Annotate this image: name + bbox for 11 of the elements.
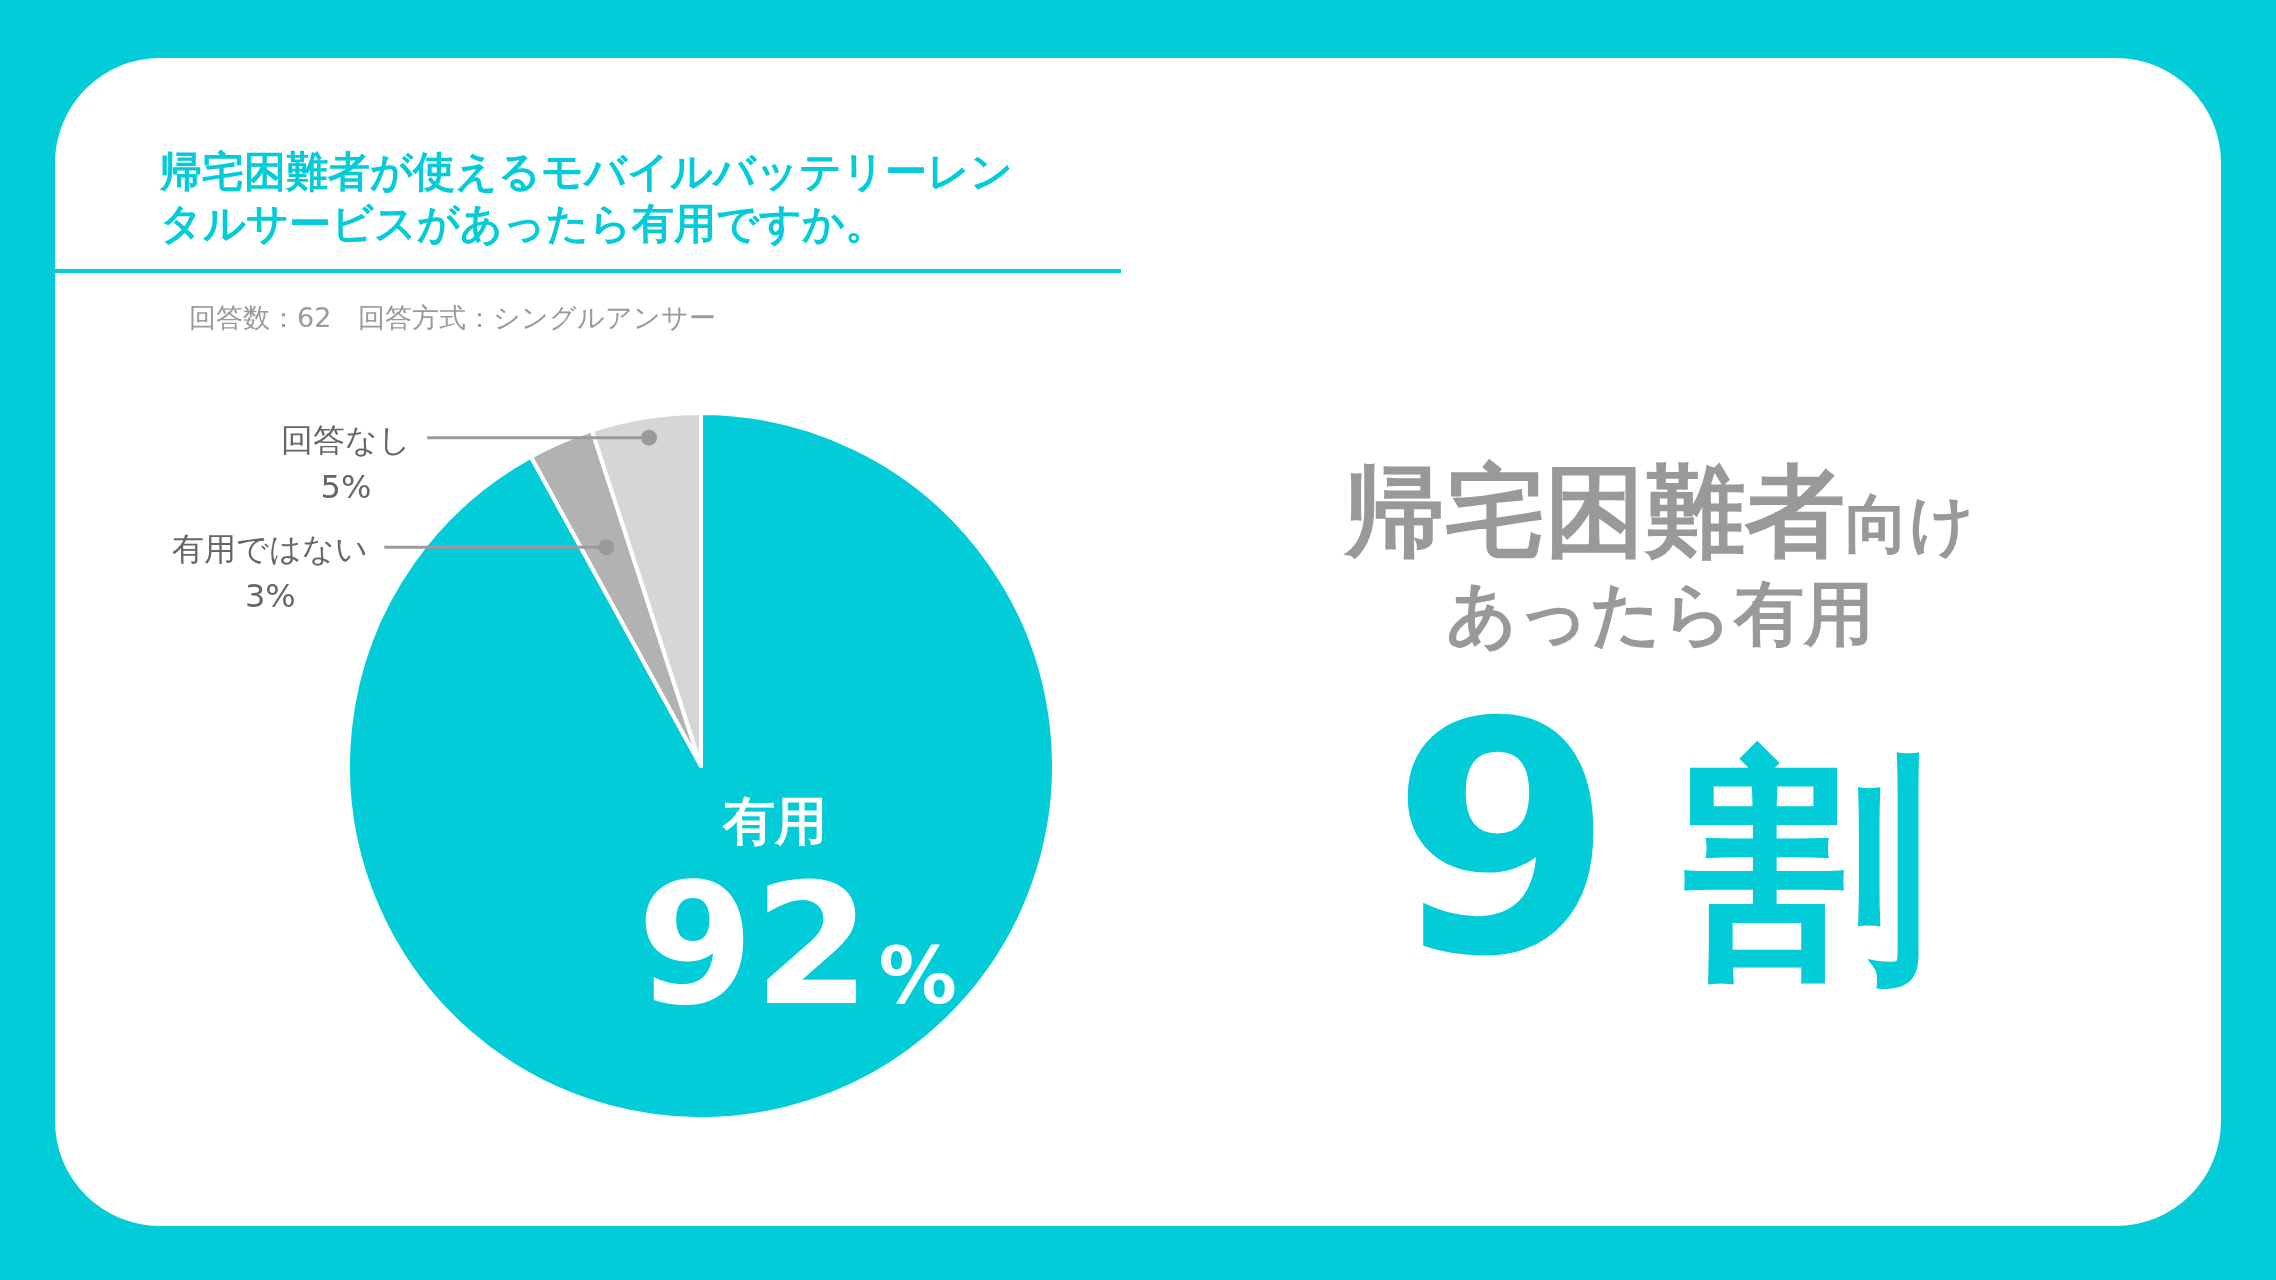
chart-title: 帰宅困難者が使えるモバイルバッテリーレンタルサービスがあったら有用ですか。	[160, 146, 1014, 250]
data-label: 5%	[320, 467, 372, 506]
text: 9	[1391, 654, 1614, 1026]
data-label: 3%	[244, 577, 296, 616]
text: 向け	[1845, 487, 1975, 561]
slice-label: 有用ではない	[172, 530, 369, 569]
text: あったら有用	[1446, 573, 1874, 655]
text: 割	[1683, 724, 1929, 1009]
chart-subtitle: 回答数：62 回答方式：シングルアンサー	[189, 302, 717, 333]
text: 帰宅困難者	[1343, 453, 1845, 570]
slice-label: 回答なし	[281, 420, 411, 459]
